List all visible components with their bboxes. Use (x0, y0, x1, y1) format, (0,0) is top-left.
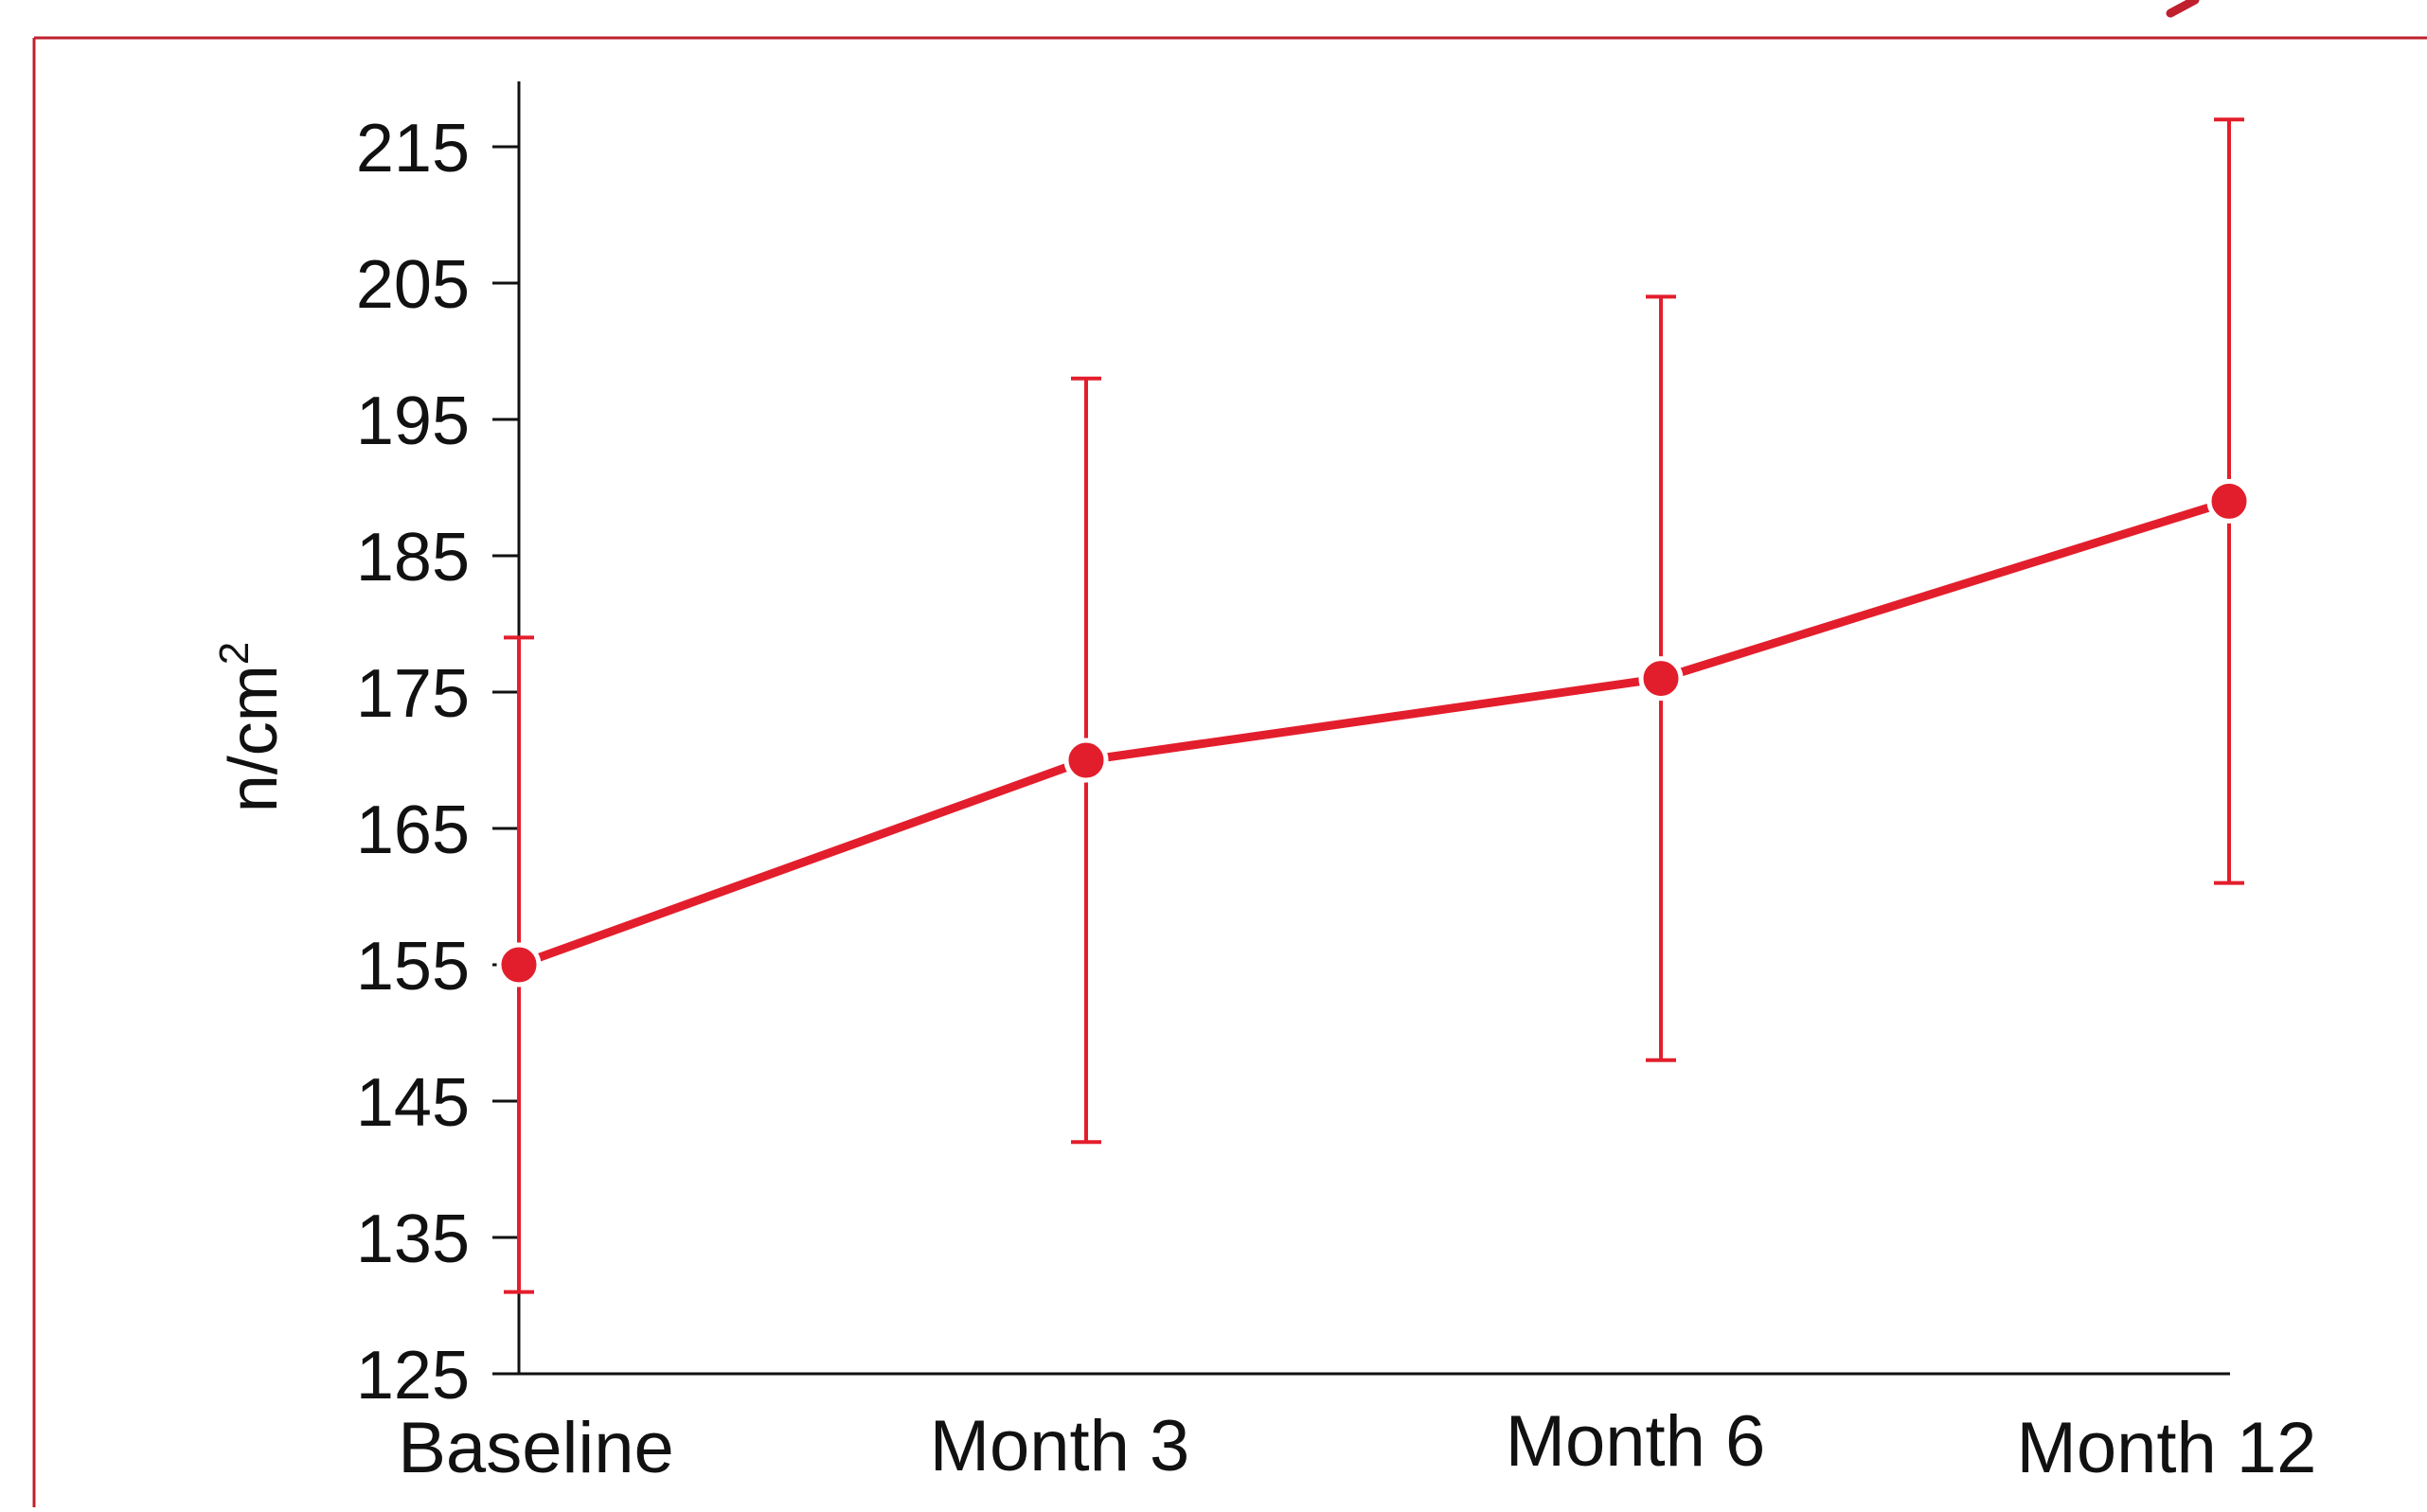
data-markers (496, 478, 2252, 987)
data-point-0 (496, 942, 542, 987)
series-line-group (517, 497, 2231, 969)
y-tick-label-155: 155 (356, 929, 470, 1005)
figure-frame (32, 0, 2427, 1507)
data-point-2 (1638, 656, 1684, 702)
y-tick-label-205: 205 (356, 247, 470, 323)
y-tick-label-145: 145 (356, 1065, 470, 1141)
y-tick-label-185: 185 (356, 520, 470, 596)
y-tick-label-195: 195 (356, 383, 470, 459)
y-tick-label-165: 165 (356, 792, 470, 868)
axes (517, 81, 2230, 1376)
y-tick-label-215: 215 (356, 111, 470, 187)
x-category-label-baseline: Baseline (398, 1408, 674, 1488)
y-tick-labels: 125 135 145 155 165 175 185 195 205 215 (356, 111, 470, 1414)
series-line (517, 497, 2231, 969)
error-bars (504, 117, 2244, 1294)
y-tick-label-135: 135 (356, 1201, 470, 1277)
y-tick-label-125: 125 (356, 1338, 470, 1414)
data-point-1 (1063, 738, 1109, 783)
y-tick-label-175: 175 (356, 656, 470, 732)
corner-accent-mark (2166, 0, 2200, 18)
data-point-3 (2206, 478, 2252, 524)
y-axis-title: n/cm2 (211, 642, 292, 813)
x-category-label-month-3: Month 3 (930, 1406, 1190, 1486)
x-category-label-month-6: Month 6 (1506, 1401, 1766, 1482)
y-ticks (492, 145, 519, 1376)
x-category-label-month-12: Month 12 (2017, 1408, 2317, 1488)
y-axis-title-main: n/cm (216, 665, 292, 812)
y-axis-title-superscript: 2 (211, 642, 258, 665)
x-category-labels: Baseline Month 3 Month 6 Month 12 (398, 1401, 2316, 1488)
